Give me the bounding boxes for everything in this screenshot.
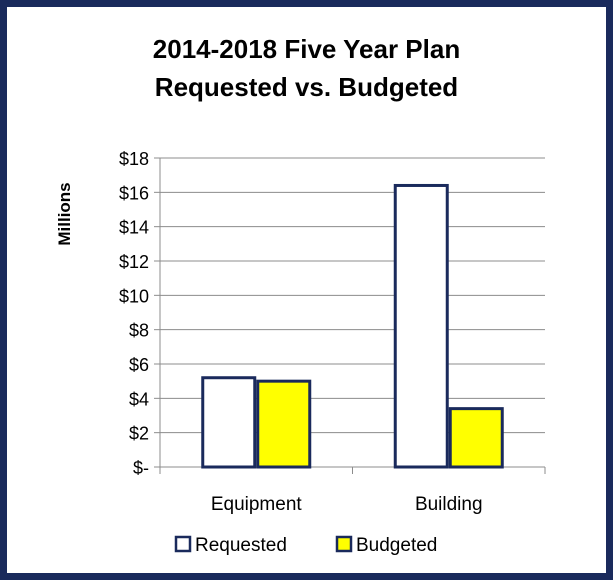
legend-label-budgeted: Budgeted (356, 535, 437, 556)
y-tick-label: $16 (119, 183, 149, 203)
y-tick-label: $6 (129, 355, 149, 375)
x-tick-label: Building (415, 494, 483, 515)
y-tick-label: $18 (119, 149, 149, 169)
y-tick-label: $8 (129, 321, 149, 341)
y-tick-label: $12 (119, 252, 149, 272)
y-tick-label: $- (133, 458, 149, 478)
legend-swatch-budgeted (335, 535, 353, 553)
bars (201, 183, 504, 469)
legend: Requested Budgeted (174, 535, 437, 556)
y-tick-label: $4 (129, 389, 149, 409)
legend-label-requested: Requested (195, 535, 287, 556)
chart-title: 2014-2018 Five Year Plan Requested vs. B… (0, 30, 613, 106)
legend-swatch-requested (174, 535, 192, 553)
y-tick-label: $2 (129, 424, 149, 444)
chart-title-line-2: Requested vs. Budgeted (154, 72, 459, 102)
y-axis-label: Millions (55, 182, 74, 245)
bar-requested-equipment (201, 376, 257, 469)
tick-labels: $- $2 $4 $6 $8 $10 $12 $14 $16 $18 Equipment Buildi… (119, 149, 483, 515)
x-tick-label: Equipment (211, 494, 303, 515)
y-tick-label: $14 (119, 218, 149, 238)
bar-requested-building (393, 183, 449, 469)
bar-budgeted-building (448, 407, 504, 469)
y-tick-label: $10 (119, 286, 149, 306)
bar-budgeted-equipment (256, 379, 312, 469)
chart-title-line-1: 2014-2018 Five Year Plan (152, 34, 461, 64)
